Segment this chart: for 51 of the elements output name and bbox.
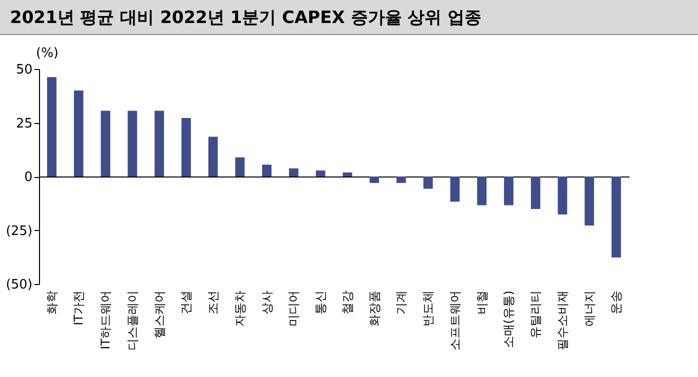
bar [181,118,191,176]
bar [342,172,352,176]
x-tick-label: 소매(유통) [502,290,516,348]
bar [504,176,514,206]
bar [74,90,84,176]
y-tick-label: (50) [6,278,32,292]
x-tick-label: 화학 [44,290,59,314]
bar [530,176,540,209]
bar [47,77,56,176]
bar [262,164,272,176]
chart-title: 2021년 평균 대비 2022년 1분기 CAPEX 증가율 상위 업종 [0,0,698,35]
x-tick-label: 미디어 [286,290,301,326]
bar [235,157,245,176]
x-tick-label: 기계 [394,290,408,314]
x-tick-label: 상사 [260,290,274,314]
y-tick-label: 25 [16,116,32,132]
bar [584,176,594,226]
x-tick-label: 비철 [474,290,489,314]
x-tick-label: 반도체 [421,290,436,326]
x-tick-label: IT하드웨어 [98,290,113,350]
x-tick-label: IT가전 [72,290,86,326]
x-tick-label: 소프트웨어 [448,290,462,350]
x-tick-label: 에너지 [582,290,596,326]
bar [208,136,218,176]
x-tick-label: 자동차 [232,290,247,326]
y-tick-label: 0 [24,170,32,185]
bar [612,176,621,258]
x-tick-label: 디스플레이 [125,290,140,350]
x-tick-label: 운송 [609,290,624,314]
bar [423,176,433,189]
y-tick-label: 50 [16,62,32,78]
y-axis-title: (%) [36,46,58,61]
bar [100,110,110,176]
bar [396,176,406,183]
bar [128,110,138,176]
x-tick-label: 화장품 [367,290,382,326]
x-tick-label: 헬스케어 [152,290,166,338]
bar [316,170,326,176]
x-tick-label: 조선 [206,290,220,314]
bar [288,168,298,176]
x-tick-label: 유틸리티 [528,290,543,338]
x-tick-label: 통신 [314,290,328,314]
y-tick-label: (25) [6,224,32,239]
x-tick-label: 건설 [179,290,194,314]
bar [477,176,487,206]
bar [370,176,380,183]
x-tick-label: 철강 [340,290,354,314]
bar [450,176,460,202]
bar [154,110,164,176]
bar [558,176,568,215]
x-tick-label: 필수소비재 [555,290,570,350]
